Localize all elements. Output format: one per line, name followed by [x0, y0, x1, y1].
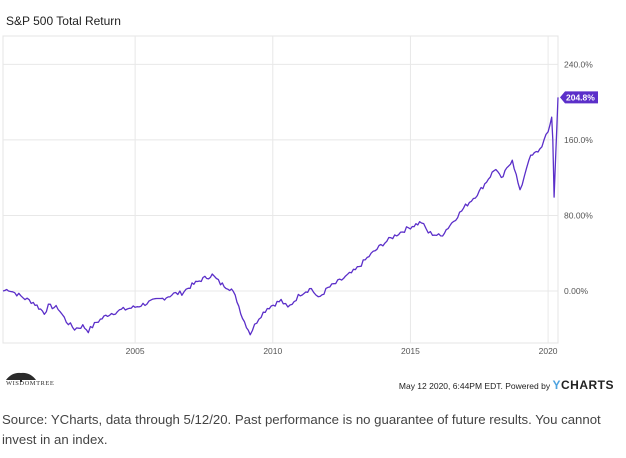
source-note: Source: YCharts, data through 5/12/20. P…	[2, 412, 601, 447]
line-chart: 2005 2010 2015 2020 0.00% 80.00% 160.0% 240.0%…	[2, 35, 598, 356]
chart-footer: May 12 2020, 6:44PM EDT. Powered by YCHA…	[399, 378, 614, 392]
x-axis-ticks: 2005 2010 2015 2020	[126, 346, 558, 356]
powered-by-label: Powered by	[505, 381, 551, 391]
x-tick-label: 2005	[126, 346, 145, 356]
x-tick-label: 2015	[401, 346, 420, 356]
last-value-label: 204.8%	[566, 92, 595, 102]
ycharts-y: Y	[552, 378, 561, 392]
timestamp: May 12 2020, 6:44PM EDT.	[398, 381, 503, 391]
y-tick-label: 240.0%	[564, 59, 593, 69]
grid-lines	[3, 36, 558, 343]
last-value-marker: 204.8%	[560, 91, 598, 104]
wisdomtree-wordmark: WISDOMTREE	[6, 380, 55, 387]
wisdomtree-logo	[4, 369, 38, 387]
y-tick-label: 0.00%	[564, 286, 589, 296]
plot-area	[2, 35, 559, 344]
y-tick-label: 80.00%	[564, 210, 593, 220]
ycharts-wordmark: CHARTS	[561, 378, 614, 392]
tree-logo-icon	[6, 372, 36, 382]
chart-title: S&P 500 Total Return	[6, 14, 121, 28]
x-tick-label: 2020	[539, 346, 558, 356]
last-value-badge	[560, 91, 598, 104]
ycharts-logo[interactable]: YCHARTS	[552, 378, 614, 392]
x-tick-label: 2010	[263, 346, 282, 356]
y-tick-label: 160.0%	[564, 135, 593, 145]
series-line	[2, 97, 559, 336]
y-axis-ticks: 0.00% 80.00% 160.0% 240.0%	[564, 59, 593, 296]
